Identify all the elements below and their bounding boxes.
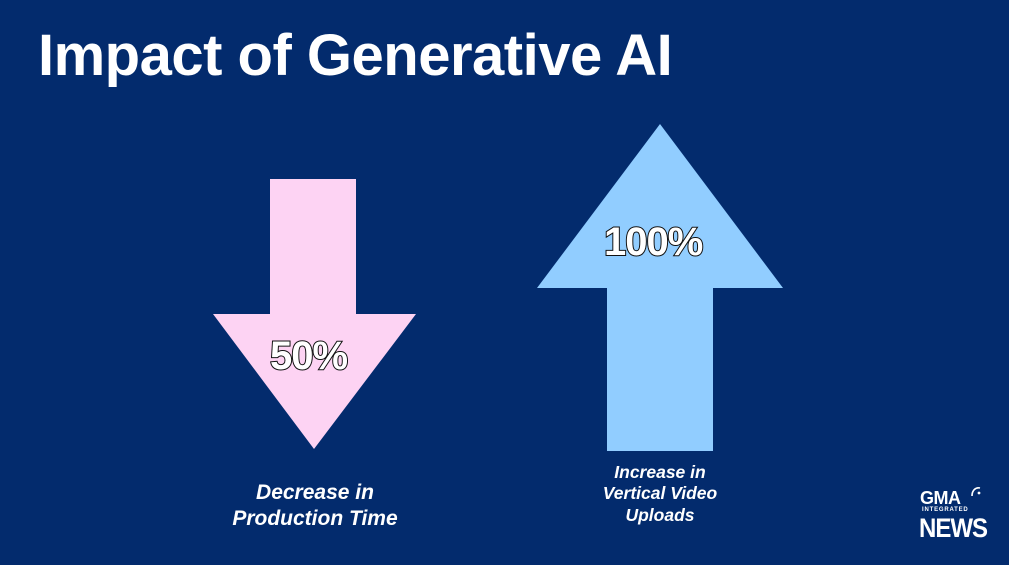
- logo-sub: INTEGRATED: [922, 507, 969, 513]
- logo-name: NEWS: [919, 514, 988, 544]
- decrease-caption: Decrease in Production Time: [200, 480, 430, 531]
- increase-caption-line: Uploads: [625, 504, 695, 525]
- increase-caption-line: Vertical Video: [602, 483, 718, 504]
- logo-brand: GMA: [920, 488, 961, 508]
- increase-percentage: 100%: [603, 219, 704, 265]
- decrease-percentage: 50%: [269, 333, 349, 379]
- increase-caption: Increase in Vertical Video Uploads: [570, 462, 750, 526]
- arrow-down-icon: [213, 179, 416, 449]
- decrease-caption-line: Decrease in: [256, 481, 374, 504]
- decrease-caption-line: Production Time: [232, 506, 398, 530]
- arrow-up-icon: [537, 124, 783, 451]
- logo-swoosh-icon: [971, 487, 981, 497]
- increase-caption-line: Increase in: [614, 462, 706, 482]
- gma-news-logo: GMA INTEGRATED NEWS: [916, 486, 988, 548]
- slide-title: Impact of Generative AI: [38, 23, 673, 88]
